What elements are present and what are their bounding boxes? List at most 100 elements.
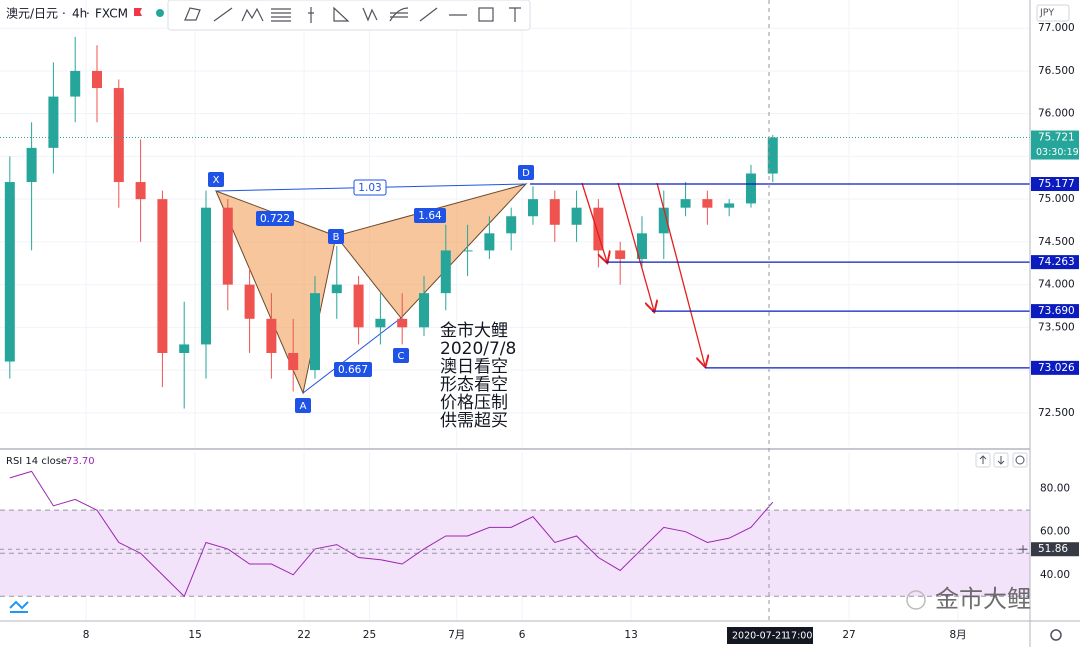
tool-icon[interactable] bbox=[419, 7, 438, 22]
ratio-label: 1.03 bbox=[358, 182, 381, 194]
arrow bbox=[656, 182, 705, 366]
pattern-ratio-labels: 0.722 1.03 1.64 0.667 bbox=[256, 179, 446, 377]
crosshair-value: 51.86 bbox=[1038, 543, 1068, 555]
tool-icon[interactable] bbox=[362, 7, 378, 22]
axes: 72.50073.00073.50074.00074.50075.00075.5… bbox=[83, 22, 1079, 644]
x-tick-label: 27 bbox=[842, 629, 855, 641]
rsi-button[interactable] bbox=[993, 452, 1009, 468]
watermark-icon bbox=[906, 590, 926, 610]
crosshair-value-box bbox=[1031, 542, 1079, 557]
candle-body bbox=[135, 182, 146, 200]
tool-icon[interactable] bbox=[184, 7, 201, 21]
candle-body bbox=[571, 207, 582, 225]
point-label: A bbox=[300, 401, 307, 412]
candle-body bbox=[48, 96, 59, 148]
arrow bbox=[581, 182, 607, 262]
point-box bbox=[328, 229, 344, 244]
price-level-box bbox=[1031, 177, 1079, 192]
x-tick-label: 25 bbox=[363, 629, 376, 641]
point-label: B bbox=[333, 232, 340, 243]
tool-icon[interactable] bbox=[333, 6, 350, 22]
candle-body bbox=[26, 147, 37, 183]
symbol: 澳元/日元 bbox=[6, 7, 58, 21]
settings-icon[interactable] bbox=[1050, 629, 1062, 641]
interval: 4h bbox=[72, 7, 87, 21]
price-level-label: 74.263 bbox=[1038, 256, 1075, 268]
candle-body bbox=[745, 173, 756, 204]
candle-body bbox=[702, 199, 713, 208]
tool-icon[interactable] bbox=[271, 8, 291, 22]
flag-icon[interactable] bbox=[134, 8, 142, 16]
y-tick-label: 72.500 bbox=[1038, 407, 1075, 419]
point-label: D bbox=[522, 168, 530, 179]
rsi-button-icon bbox=[1015, 455, 1025, 465]
annotation-line: 金市大鲤 bbox=[440, 321, 508, 341]
candle-body bbox=[244, 284, 255, 319]
tool-icon[interactable] bbox=[213, 7, 233, 22]
annotation-line: 形态看空 bbox=[440, 375, 508, 395]
price-level-box bbox=[1031, 255, 1079, 270]
logo[interactable] bbox=[9, 600, 29, 613]
x-tick-label: 6 bbox=[519, 629, 526, 641]
ratio-label: 0.722 bbox=[260, 213, 290, 225]
annotation: 金市大鲤 2020/7/8 澳日看空 形态看空 价格压制 供需超买 bbox=[440, 321, 516, 431]
y-tick-label: 77.000 bbox=[1038, 22, 1075, 34]
rsi-tick-label: 60.00 bbox=[1040, 526, 1070, 538]
watermark-text: 金市大鲤 bbox=[935, 585, 1031, 613]
candle-body bbox=[157, 199, 168, 353]
candle-body bbox=[397, 318, 408, 328]
toolbar bbox=[167, 0, 531, 31]
candle-body bbox=[767, 137, 778, 174]
candle-body bbox=[724, 203, 735, 208]
toolbar-bg bbox=[167, 0, 531, 31]
ratio-label: 0.667 bbox=[338, 364, 368, 376]
countdown: 03:30:19 bbox=[1036, 147, 1079, 158]
overlay: 0.722 1.03 1.64 0.667 X A B C D 金市大鲤 202… bbox=[0, 137, 1030, 431]
header: 澳元/日元 · 4h · FXCM JPY bbox=[6, 4, 1070, 22]
currency: JPY bbox=[1039, 8, 1054, 19]
tool-icon[interactable] bbox=[308, 7, 314, 23]
rsi-button-icon bbox=[979, 455, 987, 464]
x-tick-label: 15 bbox=[188, 629, 201, 641]
candle-body bbox=[615, 250, 626, 259]
price-level-box bbox=[1031, 304, 1079, 319]
y-tick-label: 76.000 bbox=[1038, 108, 1075, 120]
tool-icon[interactable] bbox=[241, 7, 264, 22]
tool-icon[interactable] bbox=[509, 7, 521, 22]
status-dot bbox=[156, 9, 164, 17]
y-tick-label: 73.500 bbox=[1038, 321, 1075, 333]
currency-box[interactable] bbox=[1036, 4, 1070, 22]
price-level-label: 73.690 bbox=[1038, 305, 1075, 317]
candle-body bbox=[92, 70, 103, 89]
tool-icon[interactable] bbox=[389, 7, 409, 22]
ratio-box bbox=[353, 179, 387, 196]
candle-body bbox=[113, 88, 124, 183]
price-level-label: 75.177 bbox=[1038, 178, 1075, 190]
rsi-last: 73.70 bbox=[66, 456, 95, 467]
last-price-label: 75.721 bbox=[1038, 132, 1075, 144]
rsi-button[interactable] bbox=[975, 452, 991, 468]
y-tick-label: 75.000 bbox=[1038, 193, 1075, 205]
tool-icon[interactable] bbox=[478, 7, 494, 22]
candle-body bbox=[506, 216, 517, 234]
rsi-line bbox=[9, 470, 774, 598]
separator: · bbox=[62, 7, 66, 21]
candle-body bbox=[375, 318, 386, 328]
candle-body bbox=[549, 199, 560, 225]
candle-body bbox=[636, 233, 647, 259]
point-box bbox=[208, 172, 224, 187]
x-tick-label: 13 bbox=[624, 629, 637, 641]
ratio-label: 1.64 bbox=[418, 210, 442, 222]
rsi-button[interactable] bbox=[1012, 452, 1028, 468]
point-label: X bbox=[213, 175, 220, 186]
candle-body bbox=[484, 233, 495, 251]
point-box bbox=[518, 165, 534, 180]
candle-body bbox=[222, 207, 233, 285]
candle-body bbox=[418, 293, 429, 328]
y-tick-label: 74.500 bbox=[1038, 236, 1075, 248]
arrow bbox=[617, 182, 654, 311]
pattern-ac bbox=[302, 317, 402, 394]
candle-body bbox=[201, 207, 211, 345]
